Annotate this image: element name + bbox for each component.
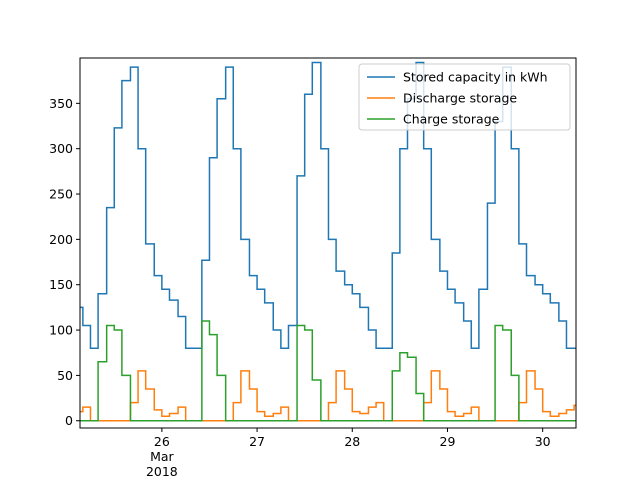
- series-line: [80, 320, 576, 422]
- y-tick-label: 200: [49, 232, 73, 247]
- y-tick-label: 250: [49, 187, 73, 202]
- y-tick-label: 100: [49, 323, 73, 338]
- x-tick-label: 27: [249, 434, 265, 449]
- legend-label: Discharge storage: [403, 91, 517, 106]
- axes-frame: [79, 57, 577, 429]
- legend-box: [358, 63, 571, 131]
- x-tick-label: 26: [154, 434, 170, 449]
- x-sublabel: Mar: [150, 449, 174, 464]
- legend-label: Stored capacity in kWh: [403, 70, 548, 85]
- x-tick-label: 28: [344, 434, 360, 449]
- x-tick-label: 29: [440, 434, 456, 449]
- y-tick-label: 0: [65, 413, 73, 428]
- series-line: [80, 61, 576, 349]
- y-tick-label: 350: [49, 96, 73, 111]
- legend-label: Charge storage: [403, 112, 500, 127]
- series-line: [80, 370, 576, 422]
- plot-area: [80, 61, 576, 422]
- y-tick-label: 300: [49, 141, 73, 156]
- x-tick-label: 30: [535, 434, 551, 449]
- y-tick-label: 50: [57, 368, 73, 383]
- x-sublabel: 2018: [146, 464, 178, 479]
- y-tick-label: 150: [49, 277, 73, 292]
